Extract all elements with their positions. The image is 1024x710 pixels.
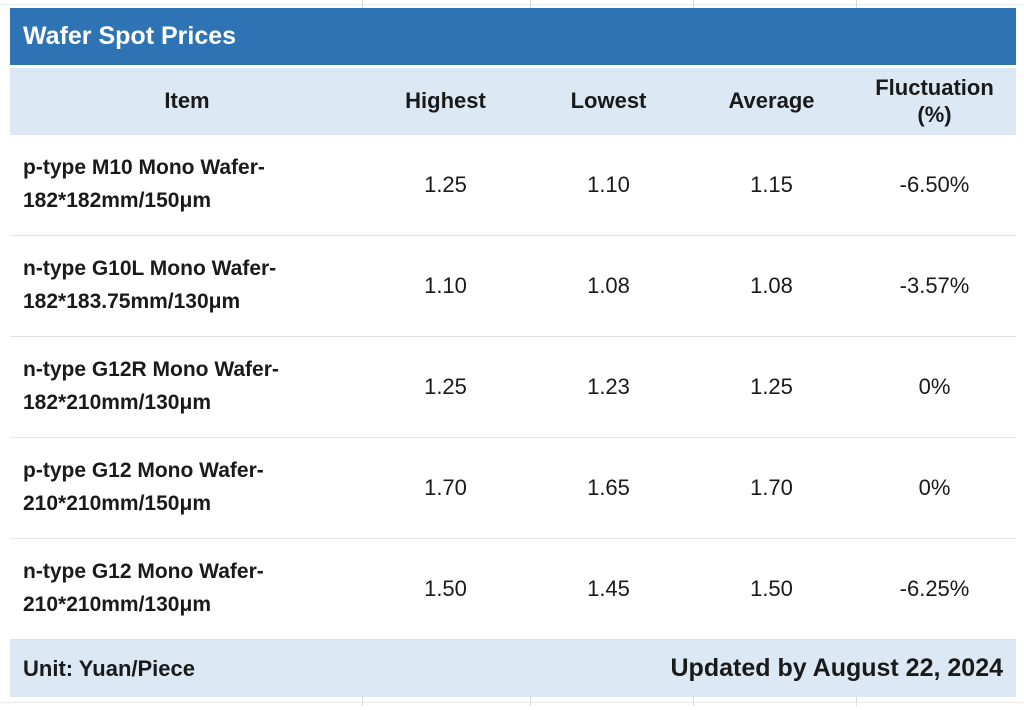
table-header-row: Item Highest Lowest Average Fluctuation … — [10, 68, 1016, 135]
item-name-line2: 210*210mm/130μm — [23, 593, 211, 616]
item-name: n-type G10L Mono Wafer- 182*183.75mm/130… — [10, 236, 364, 336]
unit-label: Unit: Yuan/Piece — [23, 655, 195, 681]
item-name-line2: 182*183.75mm/130μm — [23, 290, 241, 313]
average-value: 1.25 — [750, 374, 793, 399]
table-row: n-type G10L Mono Wafer- 182*183.75mm/130… — [10, 236, 1016, 337]
gridline-tick — [856, 697, 857, 706]
table-title-bar: Wafer Spot Prices — [10, 8, 1016, 65]
table-row: p-type M10 Mono Wafer- 182*182mm/150μm 1… — [10, 135, 1016, 236]
item-name-line1: n-type G12R Mono Wafer- — [23, 358, 279, 382]
item-name-line2: 182*182mm/150μm — [23, 189, 211, 212]
item-name-line2: 210*210mm/150μm — [23, 492, 211, 515]
gridline-bottom — [0, 702, 1024, 703]
average-value: 1.70 — [750, 475, 793, 500]
title-divider — [10, 65, 1016, 68]
item-name: p-type G12 Mono Wafer- 210*210mm/150μm — [10, 438, 364, 538]
gridline-tick — [362, 697, 363, 706]
highest-value: 1.70 — [424, 475, 467, 500]
fluctuation-value: -6.25% — [899, 576, 970, 601]
item-name: n-type G12 Mono Wafer- 210*210mm/130μm — [10, 539, 364, 639]
item-name-line1: p-type M10 Mono Wafer- — [23, 156, 265, 180]
average-value: 1.08 — [750, 273, 793, 298]
updated-label: Updated by August 22, 2024 — [670, 654, 1004, 682]
table-row: n-type G12R Mono Wafer- 182*210mm/130μm … — [10, 337, 1016, 438]
highest-value: 1.25 — [424, 374, 467, 399]
gridline-top — [0, 4, 1024, 5]
table-row: n-type G12 Mono Wafer- 210*210mm/130μm 1… — [10, 539, 1016, 640]
column-header-fluctuation: Fluctuation (%) — [875, 75, 994, 127]
gridline-tick — [530, 0, 531, 8]
column-header-average: Average — [728, 88, 815, 114]
highest-value: 1.50 — [424, 576, 467, 601]
item-name-line1: n-type G10L Mono Wafer- — [23, 257, 277, 281]
item-name-line1: n-type G12 Mono Wafer- — [23, 560, 264, 584]
table-row: p-type G12 Mono Wafer- 210*210mm/150μm 1… — [10, 438, 1016, 539]
item-name-line2: 182*210mm/130μm — [23, 391, 211, 414]
item-name-line1: p-type G12 Mono Wafer- — [23, 459, 264, 483]
fluctuation-value: 0% — [918, 475, 951, 500]
table-title: Wafer Spot Prices — [23, 22, 237, 50]
wafer-spot-prices-table: Wafer Spot Prices Item Highest Lowest Av… — [10, 8, 1016, 697]
fluctuation-value: -3.57% — [899, 273, 970, 298]
highest-value: 1.25 — [424, 172, 467, 197]
item-name: n-type G12R Mono Wafer- 182*210mm/130μm — [10, 337, 364, 437]
lowest-value: 1.45 — [587, 576, 630, 601]
fluctuation-value: -6.50% — [899, 172, 970, 197]
gridline-tick — [856, 0, 857, 8]
lowest-value: 1.08 — [587, 273, 630, 298]
gridline-tick — [693, 697, 694, 706]
lowest-value: 1.10 — [587, 172, 630, 197]
column-header-lowest: Lowest — [570, 88, 647, 114]
item-name: p-type M10 Mono Wafer- 182*182mm/150μm — [10, 135, 364, 235]
table-footer-row: Unit: Yuan/Piece Updated by August 22, 2… — [10, 640, 1016, 697]
fluctuation-value: 0% — [918, 374, 951, 399]
average-value: 1.15 — [750, 172, 793, 197]
average-value: 1.50 — [750, 576, 793, 601]
column-header-item: Item — [164, 88, 210, 114]
gridline-tick — [693, 0, 694, 8]
lowest-value: 1.65 — [587, 475, 630, 500]
gridline-tick — [362, 0, 363, 8]
gridline-tick — [530, 697, 531, 706]
column-header-highest: Highest — [405, 88, 486, 114]
lowest-value: 1.23 — [587, 374, 630, 399]
highest-value: 1.10 — [424, 273, 467, 298]
